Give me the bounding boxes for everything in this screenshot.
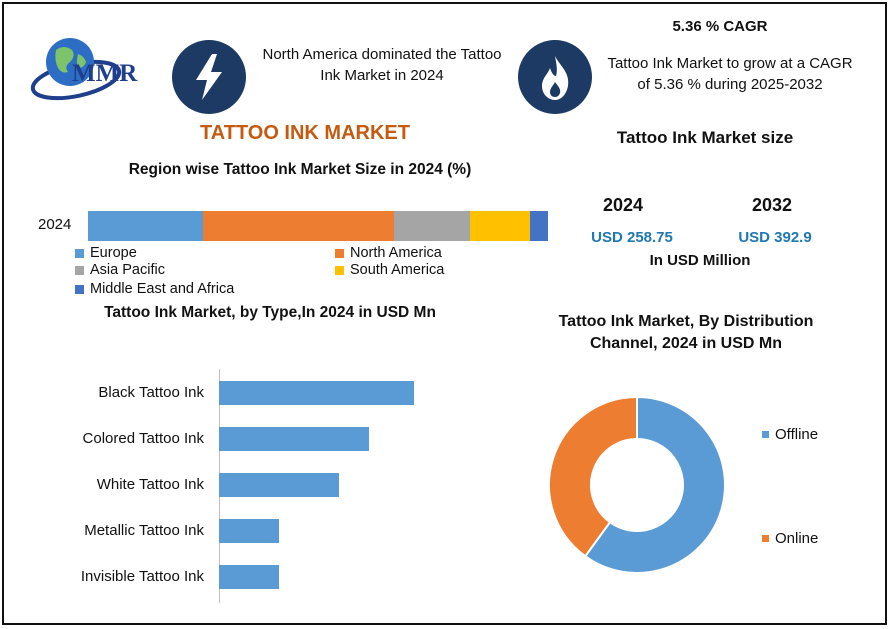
- legend-label: Online: [775, 530, 819, 547]
- cagr-text: Tattoo Ink Market to grow at a CAGR of 5…: [607, 55, 853, 93]
- legend-asia-pacific: Asia Pacific: [75, 262, 165, 278]
- region-stacked-bar: [88, 211, 548, 241]
- legend-label: Offline: [775, 426, 819, 443]
- legend-swatch: [75, 284, 84, 294]
- channel-donut-chart: [548, 395, 726, 574]
- region-segment: [88, 211, 203, 241]
- lightning-icon: [172, 40, 246, 114]
- region-segment: [529, 211, 548, 241]
- type-chart-title: Tattoo Ink Market, by Type,In 2024 in US…: [104, 304, 436, 321]
- main-title: TATTOO INK MARKET: [200, 122, 410, 144]
- region-segment: [203, 211, 394, 241]
- value-2024: USD 258.75: [591, 229, 673, 246]
- legend-south-america: South America: [335, 262, 444, 278]
- globe-logo-icon: [30, 38, 122, 101]
- legend-swatch: [75, 248, 84, 258]
- legend-label: Asia Pacific: [90, 262, 165, 278]
- region-chart-title: Region wise Tattoo Ink Market Size in 20…: [128, 161, 472, 178]
- legend-swatch: [75, 265, 84, 275]
- channel-chart-title: Tattoo Ink Market, By Distribution Chann…: [558, 313, 814, 352]
- legend-online: Online: [762, 530, 818, 547]
- legend-europe: Europe: [75, 245, 137, 261]
- donut-slice-online: [548, 395, 638, 558]
- unit-label: In USD Million: [649, 252, 751, 269]
- market-size-title: Tattoo Ink Market size: [616, 128, 794, 147]
- value-2032: USD 392.9: [738, 229, 812, 246]
- region-year-label: 2024: [38, 216, 72, 233]
- logo-text: MMR: [72, 60, 138, 87]
- flame-icon: [518, 40, 592, 114]
- legend-swatch: [762, 431, 769, 438]
- region-segment: [393, 211, 470, 241]
- legend-swatch: [762, 535, 769, 542]
- legend-north-america: North America: [335, 245, 442, 261]
- cagr-title: 5.36 % CAGR: [672, 18, 768, 35]
- legend-swatch: [335, 248, 344, 258]
- year-2024: 2024: [602, 195, 644, 215]
- legend-label: Europe: [90, 245, 137, 261]
- legend-label: South America: [350, 262, 445, 278]
- legend-middle-east-africa: Middle East and Africa: [75, 281, 234, 297]
- legend-label: Middle East and Africa: [90, 281, 235, 297]
- donut-slice-offline: [583, 395, 726, 574]
- legend-offline: Offline: [762, 426, 818, 443]
- legend-label: North America: [350, 245, 442, 261]
- headline-left: North America dominated the Tattoo Ink M…: [262, 46, 502, 84]
- legend-swatch: [335, 265, 344, 275]
- year-2032: 2032: [751, 195, 793, 215]
- region-segment: [469, 211, 530, 241]
